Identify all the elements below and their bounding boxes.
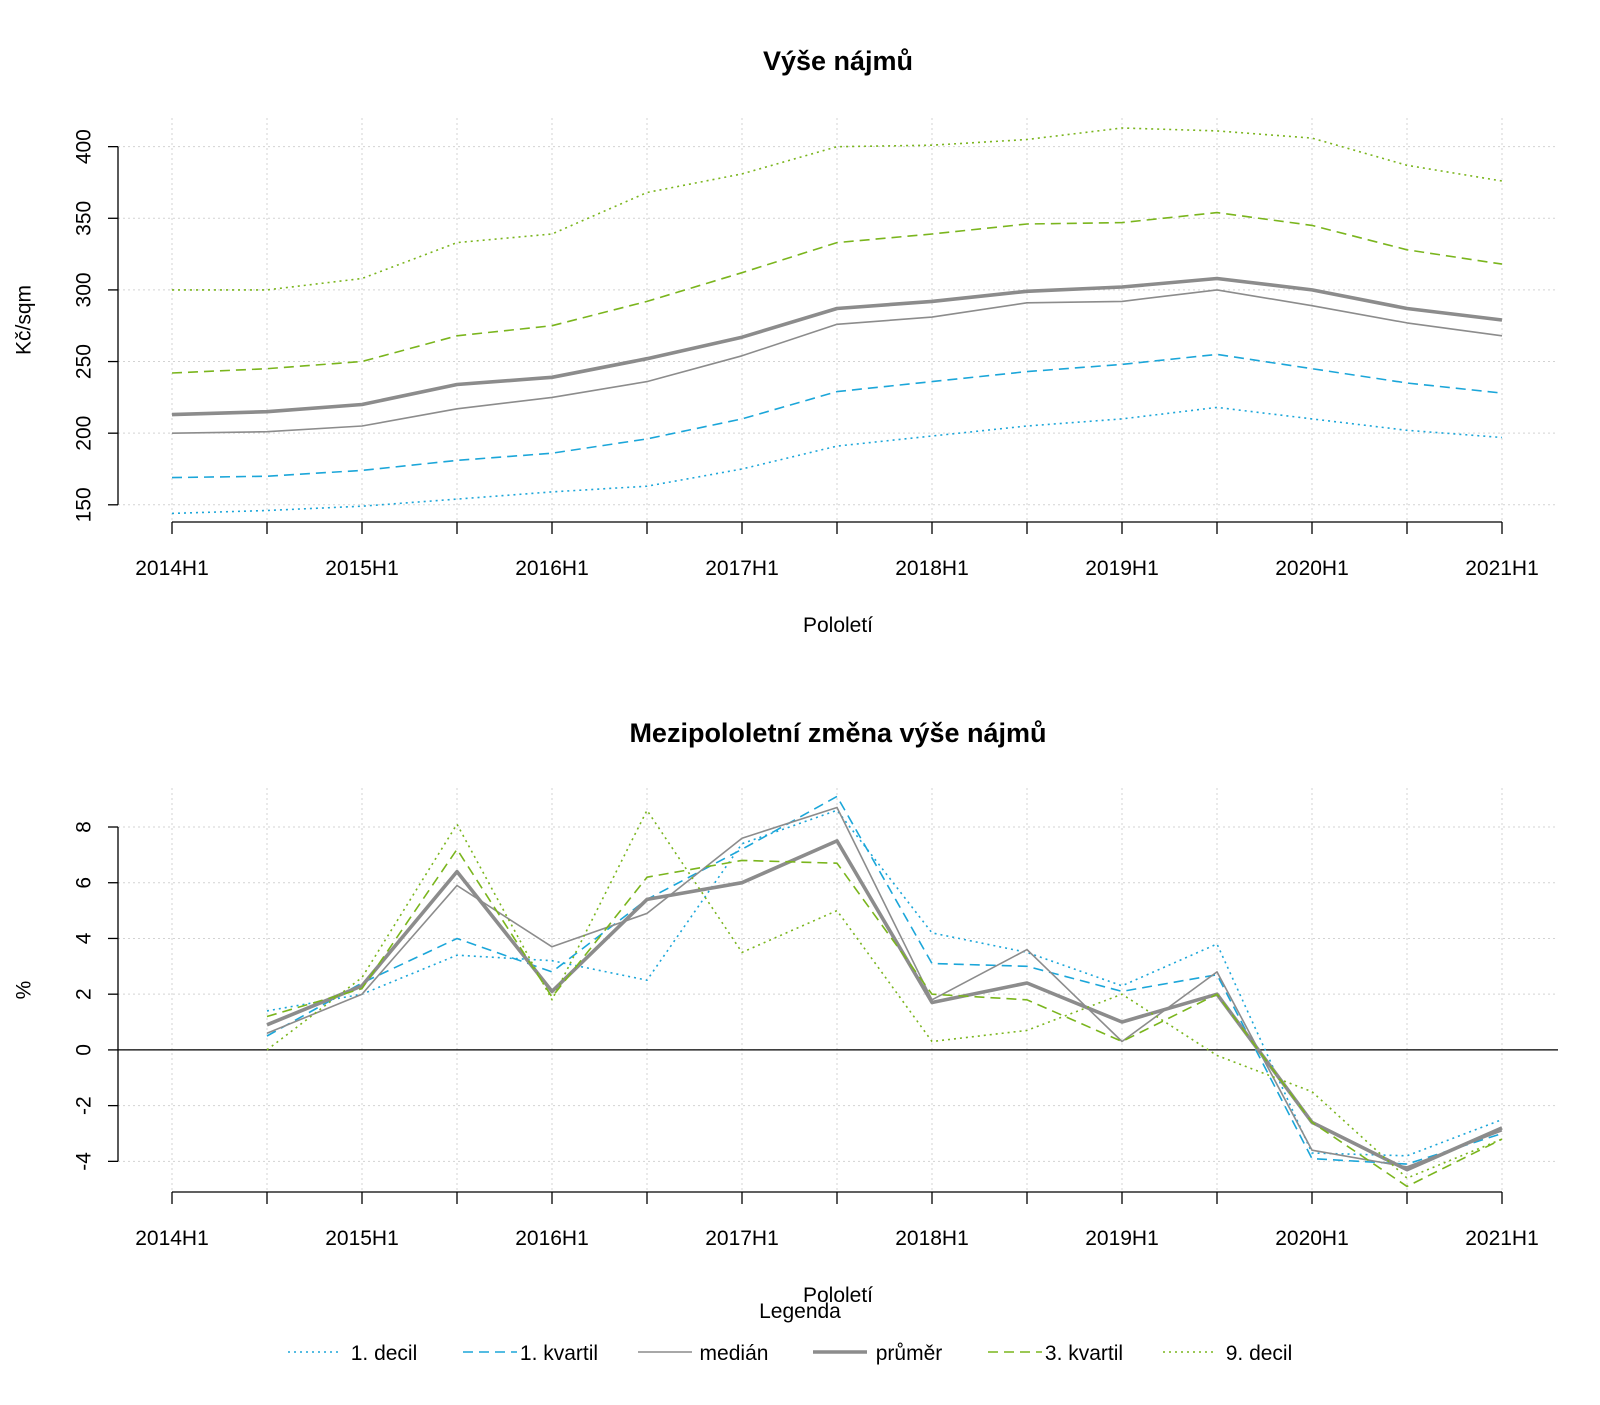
y-tick-label: 150 — [73, 487, 96, 522]
x-tick-label: 2020H1 — [1275, 1227, 1349, 1250]
series-line-3-kvartil — [267, 849, 1502, 1186]
series-line-1-decil — [267, 810, 1502, 1156]
x-tick-label: 2018H1 — [895, 1227, 969, 1250]
y-tick-label: -4 — [73, 1152, 96, 1171]
legend-item-label: 1. kvartil — [520, 1342, 598, 1365]
x-tick-label: 2018H1 — [895, 557, 969, 580]
y-tick-label: 250 — [73, 344, 96, 379]
y-tick-label: 2 — [73, 988, 96, 1000]
x-tick-label: 2019H1 — [1085, 1227, 1159, 1250]
legend-item-label: 9. decil — [1226, 1342, 1293, 1365]
y-axis-label: % — [13, 981, 36, 1000]
x-tick-label: 2014H1 — [135, 557, 209, 580]
x-tick-label: 2020H1 — [1275, 557, 1349, 580]
y-tick-label: 6 — [73, 877, 96, 889]
y-tick-label: 200 — [73, 416, 96, 451]
chart-panel-1 — [108, 118, 1558, 534]
x-tick-label: 2015H1 — [325, 1227, 399, 1250]
legend-item-label: 1. decil — [351, 1342, 418, 1365]
x-tick-label: 2019H1 — [1085, 557, 1159, 580]
y-axis-label: Kč/sqm — [13, 285, 36, 355]
x-tick-label: 2021H1 — [1465, 1227, 1539, 1250]
legend-item-label: 3. kvartil — [1045, 1342, 1123, 1365]
chart-panel-2 — [108, 788, 1558, 1204]
x-axis-label: Pololetí — [803, 614, 873, 637]
y-tick-label: 4 — [73, 932, 96, 944]
series-line-medián — [267, 808, 1502, 1167]
x-tick-label: 2021H1 — [1465, 557, 1539, 580]
series-line-medián — [172, 290, 1502, 433]
x-tick-label: 2017H1 — [705, 557, 779, 580]
y-tick-label: 0 — [73, 1044, 96, 1056]
legend-item-label: průměr — [876, 1342, 943, 1365]
y-tick-label: 8 — [73, 821, 96, 833]
x-tick-label: 2017H1 — [705, 1227, 779, 1250]
legend-title: Legenda — [759, 1300, 841, 1323]
x-tick-label: 2015H1 — [325, 557, 399, 580]
x-tick-label: 2016H1 — [515, 1227, 589, 1250]
y-tick-label: -2 — [73, 1096, 96, 1115]
y-tick-label: 300 — [73, 272, 96, 307]
chart-title: Výše nájmů — [763, 46, 913, 76]
chart-title: Mezipololetní změna výše nájmů — [629, 718, 1046, 748]
y-tick-label: 350 — [73, 201, 96, 236]
series-line-1-kvartil — [267, 796, 1502, 1164]
legend-item-label: medián — [700, 1342, 769, 1365]
x-tick-label: 2016H1 — [515, 557, 589, 580]
x-tick-label: 2014H1 — [135, 1227, 209, 1250]
y-tick-label: 400 — [73, 129, 96, 164]
